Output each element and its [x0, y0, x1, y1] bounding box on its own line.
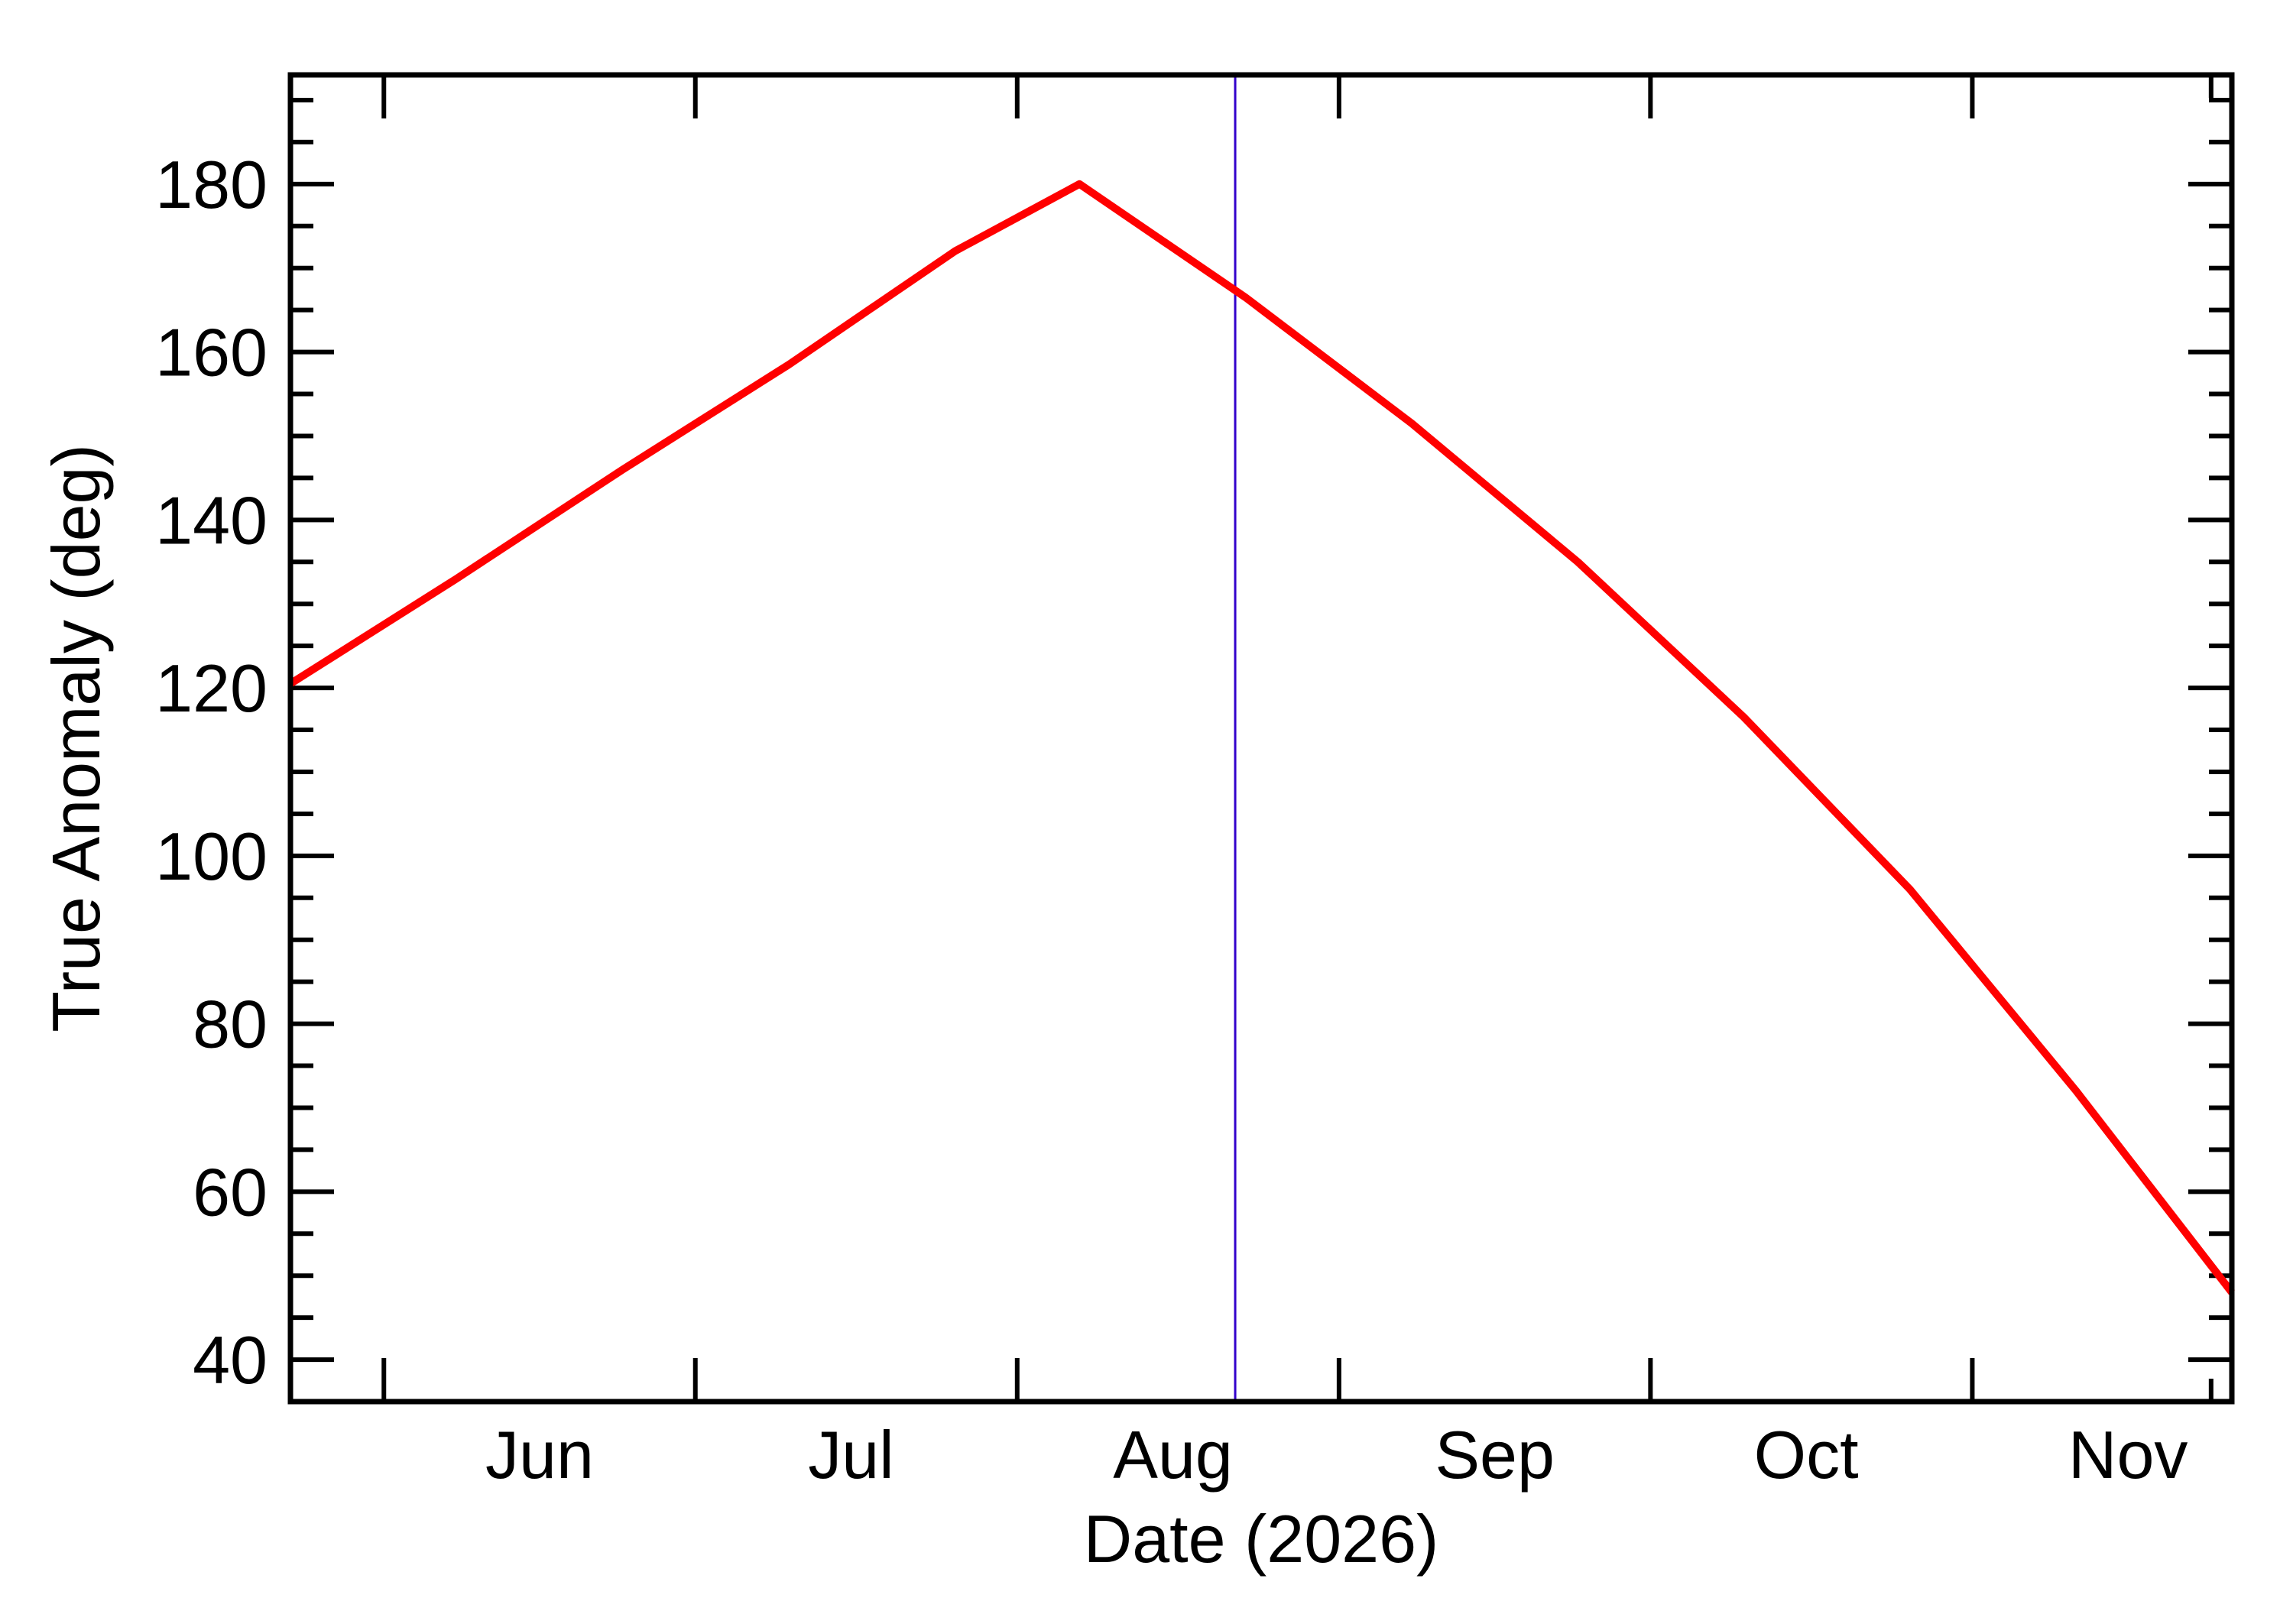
x-tick-label: Oct [1754, 1417, 1859, 1493]
x-axis-title: Date (2026) [1084, 1501, 1439, 1577]
x-tick-label: Aug [1113, 1417, 1233, 1493]
series-line [288, 180, 2235, 1295]
axis-ticks [290, 75, 2232, 1404]
y-tick-label: 160 [155, 315, 268, 391]
plot-frame [287, 72, 2235, 1405]
x-tick-label: Jun [485, 1417, 594, 1493]
y-tick-label: 60 [193, 1154, 268, 1230]
series-layer [288, 180, 2235, 1295]
y-axis-title: True Anomaly (deg) [38, 444, 114, 1032]
x-tick-label: Jul [808, 1417, 894, 1493]
y-tick-label: 140 [155, 482, 268, 558]
y-tick-label: 100 [155, 818, 268, 894]
y-tick-label: 40 [193, 1322, 268, 1398]
y-tick-labels: 40 60 80 100 120 140 160 180 [155, 147, 268, 1398]
x-tick-label: Nov [2068, 1417, 2188, 1493]
x-tick-label: Sep [1435, 1417, 1555, 1493]
x-tick-labels: Jun Jul Aug Sep Oct Nov [485, 1417, 2188, 1493]
y-tick-label: 180 [155, 147, 268, 222]
y-tick-label: 120 [155, 650, 268, 726]
y-tick-label: 80 [193, 987, 268, 1062]
